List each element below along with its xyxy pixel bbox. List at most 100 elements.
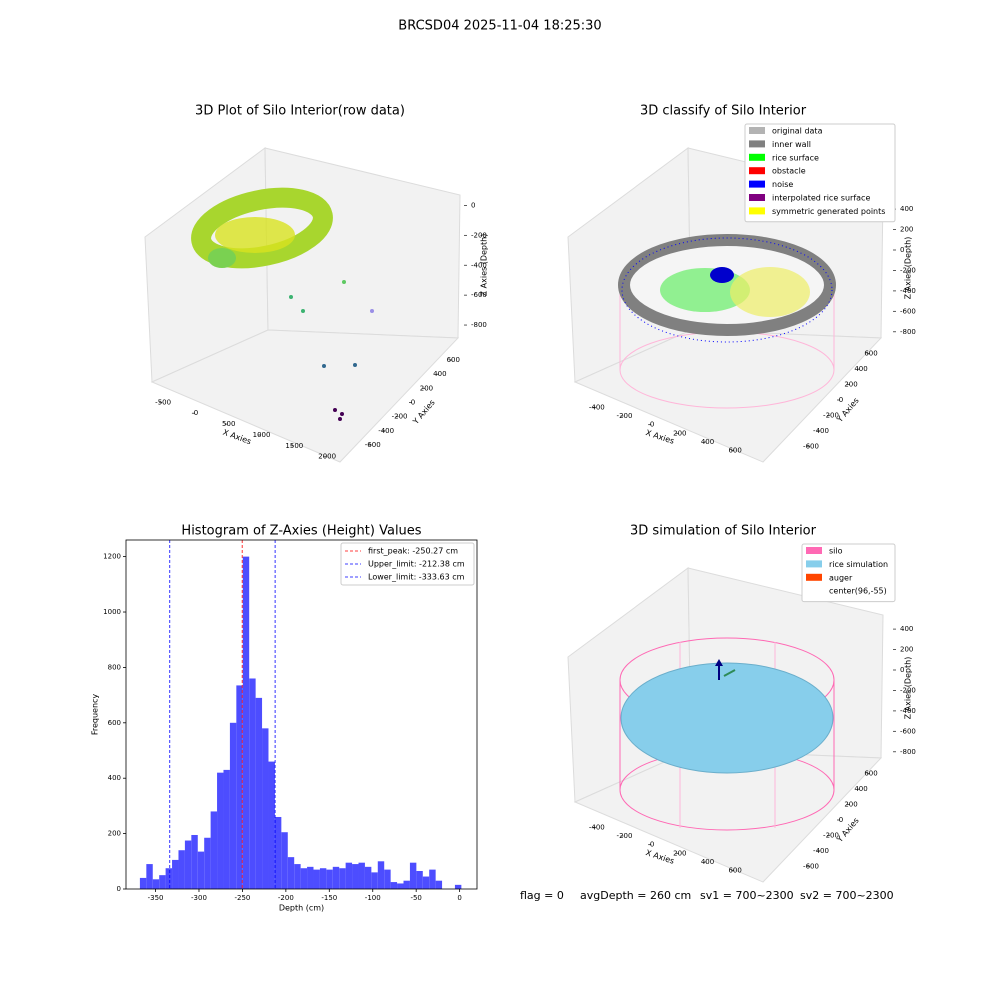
y-tick-label: 0 [839, 396, 843, 404]
z-tick-label: -200 [900, 686, 916, 694]
y-tick-label: 200 [844, 381, 857, 389]
pane [150, 329, 460, 463]
z-tick-label: -200 [471, 231, 487, 239]
panel-title: Histogram of Z-Axies (Height) Values [181, 524, 421, 539]
auger [715, 659, 723, 666]
legend-label: obstacle [772, 167, 806, 176]
x-tick-label: 500 [222, 420, 235, 428]
panel-title: 3D classify of Silo Interior [640, 104, 807, 119]
x-tick-label: 0 [457, 894, 461, 902]
bar [165, 868, 173, 889]
bar [326, 869, 333, 889]
x-tick-label: 600 [728, 447, 741, 455]
bar [319, 868, 327, 889]
bar [371, 872, 378, 889]
panel-title: 3D simulation of Silo Interior [630, 524, 817, 539]
z-tick-label: 400 [900, 205, 913, 213]
legend-swatch [749, 167, 765, 175]
bar [152, 879, 160, 889]
footer: flag = 0 avgDepth = 260 cm sv1 = 700~230… [520, 889, 894, 902]
point [289, 295, 293, 299]
y-tick-label: 600 [864, 770, 877, 778]
legend-label: original data [772, 127, 823, 136]
z-tick-label: -600 [900, 307, 916, 315]
bar [184, 840, 192, 889]
footer-sv1: sv1 = 700~2300 [700, 889, 794, 902]
bar [313, 869, 320, 889]
bar [281, 832, 288, 889]
x-tick-label: -300 [191, 894, 207, 902]
point [322, 364, 326, 368]
x-tick-label: -350 [148, 894, 164, 902]
z-tick-label: 0 [900, 666, 904, 674]
legend-label: silo [829, 547, 843, 556]
bar [178, 850, 185, 889]
x-tick-label: -200 [617, 832, 633, 840]
x-tick-label: 2000 [318, 453, 336, 461]
x-tick-label: 0 [194, 409, 198, 417]
y-tick-label: -200 [823, 831, 839, 839]
x-tick-label: 1000 [253, 431, 271, 439]
y-tick-label: 400 [433, 370, 446, 378]
point [340, 412, 344, 416]
x-tick-label: 400 [701, 858, 714, 866]
point [342, 280, 346, 284]
bar [429, 869, 436, 889]
bar [242, 556, 250, 889]
legend-label: center(96,-55) [829, 587, 887, 596]
bar [204, 837, 211, 889]
z-tick-label: -400 [900, 287, 916, 295]
legend-label: rice surface [772, 153, 819, 162]
x-axis-label: Depth (cm) [279, 904, 324, 913]
z-tick-label: -400 [471, 261, 487, 269]
y-tick-label: 1000 [103, 608, 121, 616]
bar [229, 722, 237, 889]
point-cloud [208, 248, 236, 268]
bar [358, 862, 365, 889]
legend-swatch [749, 194, 765, 201]
legend-box [801, 543, 896, 603]
y-axis-label: Frequency [91, 694, 100, 736]
legend-label: first_peak: -250.27 cm [368, 547, 458, 556]
legend-label: rice simulation [829, 560, 888, 569]
x-tick-label: -200 [278, 894, 294, 902]
y-tick-label: 200 [420, 384, 433, 392]
symmetric-points [730, 267, 810, 317]
bar [435, 880, 443, 889]
legend-swatch [806, 560, 822, 568]
z-tick-label: -600 [471, 291, 487, 299]
bar [236, 685, 243, 889]
legend-swatch [806, 587, 822, 595]
legend-swatch [749, 153, 765, 161]
legend-label: noise [772, 180, 793, 189]
bar [384, 869, 391, 889]
bar [197, 851, 205, 889]
legend-swatch [749, 207, 765, 215]
y-tick-label: 0 [117, 885, 121, 893]
y-tick-label: 0 [839, 816, 843, 824]
legend-label: interpolated rice surface [772, 194, 870, 203]
y-tick-label: -400 [813, 847, 829, 855]
x-tick-label: 0 [650, 421, 654, 429]
bar [217, 772, 224, 889]
bar [454, 884, 462, 889]
bar [332, 866, 340, 889]
bar [300, 868, 308, 889]
bar [409, 862, 417, 889]
y-tick-label: 600 [864, 350, 877, 358]
noise [710, 267, 734, 283]
y-tick-label: 200 [844, 801, 857, 809]
legend-label: inner wall [772, 140, 811, 149]
auger [723, 669, 736, 677]
panel-title: 3D Plot of Silo Interior(row data) [195, 104, 405, 119]
x-tick-label: 600 [728, 867, 741, 875]
z-tick-label: 0 [900, 246, 904, 254]
x-tick-label: 200 [673, 849, 686, 857]
bar [364, 866, 372, 889]
z-tick-label: -800 [900, 748, 916, 756]
bar [287, 857, 295, 889]
bar [172, 859, 179, 889]
bar [345, 862, 353, 889]
bar [352, 864, 359, 889]
